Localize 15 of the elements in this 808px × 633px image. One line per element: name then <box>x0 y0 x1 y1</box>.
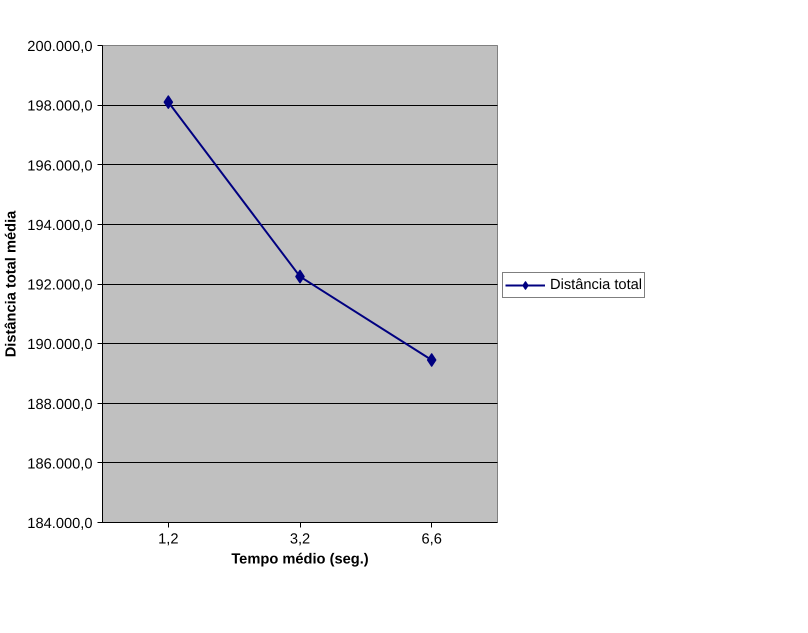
x-tick-label: 3,2 <box>290 532 310 548</box>
y-axis-title: Distância total média <box>3 210 20 358</box>
y-tick-label: 186.000,0 <box>27 456 92 472</box>
legend-label: Distância total <box>550 277 642 293</box>
y-tick-label: 198.000,0 <box>27 98 92 115</box>
y-tick-label: 200.000,0 <box>27 39 92 55</box>
y-tick-label: 194.000,0 <box>27 218 92 234</box>
y-tick-label: 192.000,0 <box>27 278 92 294</box>
y-tick-label: 184.000,0 <box>27 516 92 532</box>
y-tick-label: 188.000,0 <box>27 396 92 413</box>
y-tick-label: 190.000,0 <box>27 337 92 354</box>
y-tick-label: 196.000,0 <box>27 158 92 174</box>
x-tick-label: 1,2 <box>158 532 179 548</box>
x-tick-label: 6,6 <box>421 532 442 548</box>
x-axis-title: Tempo médio (seg.) <box>231 552 369 568</box>
